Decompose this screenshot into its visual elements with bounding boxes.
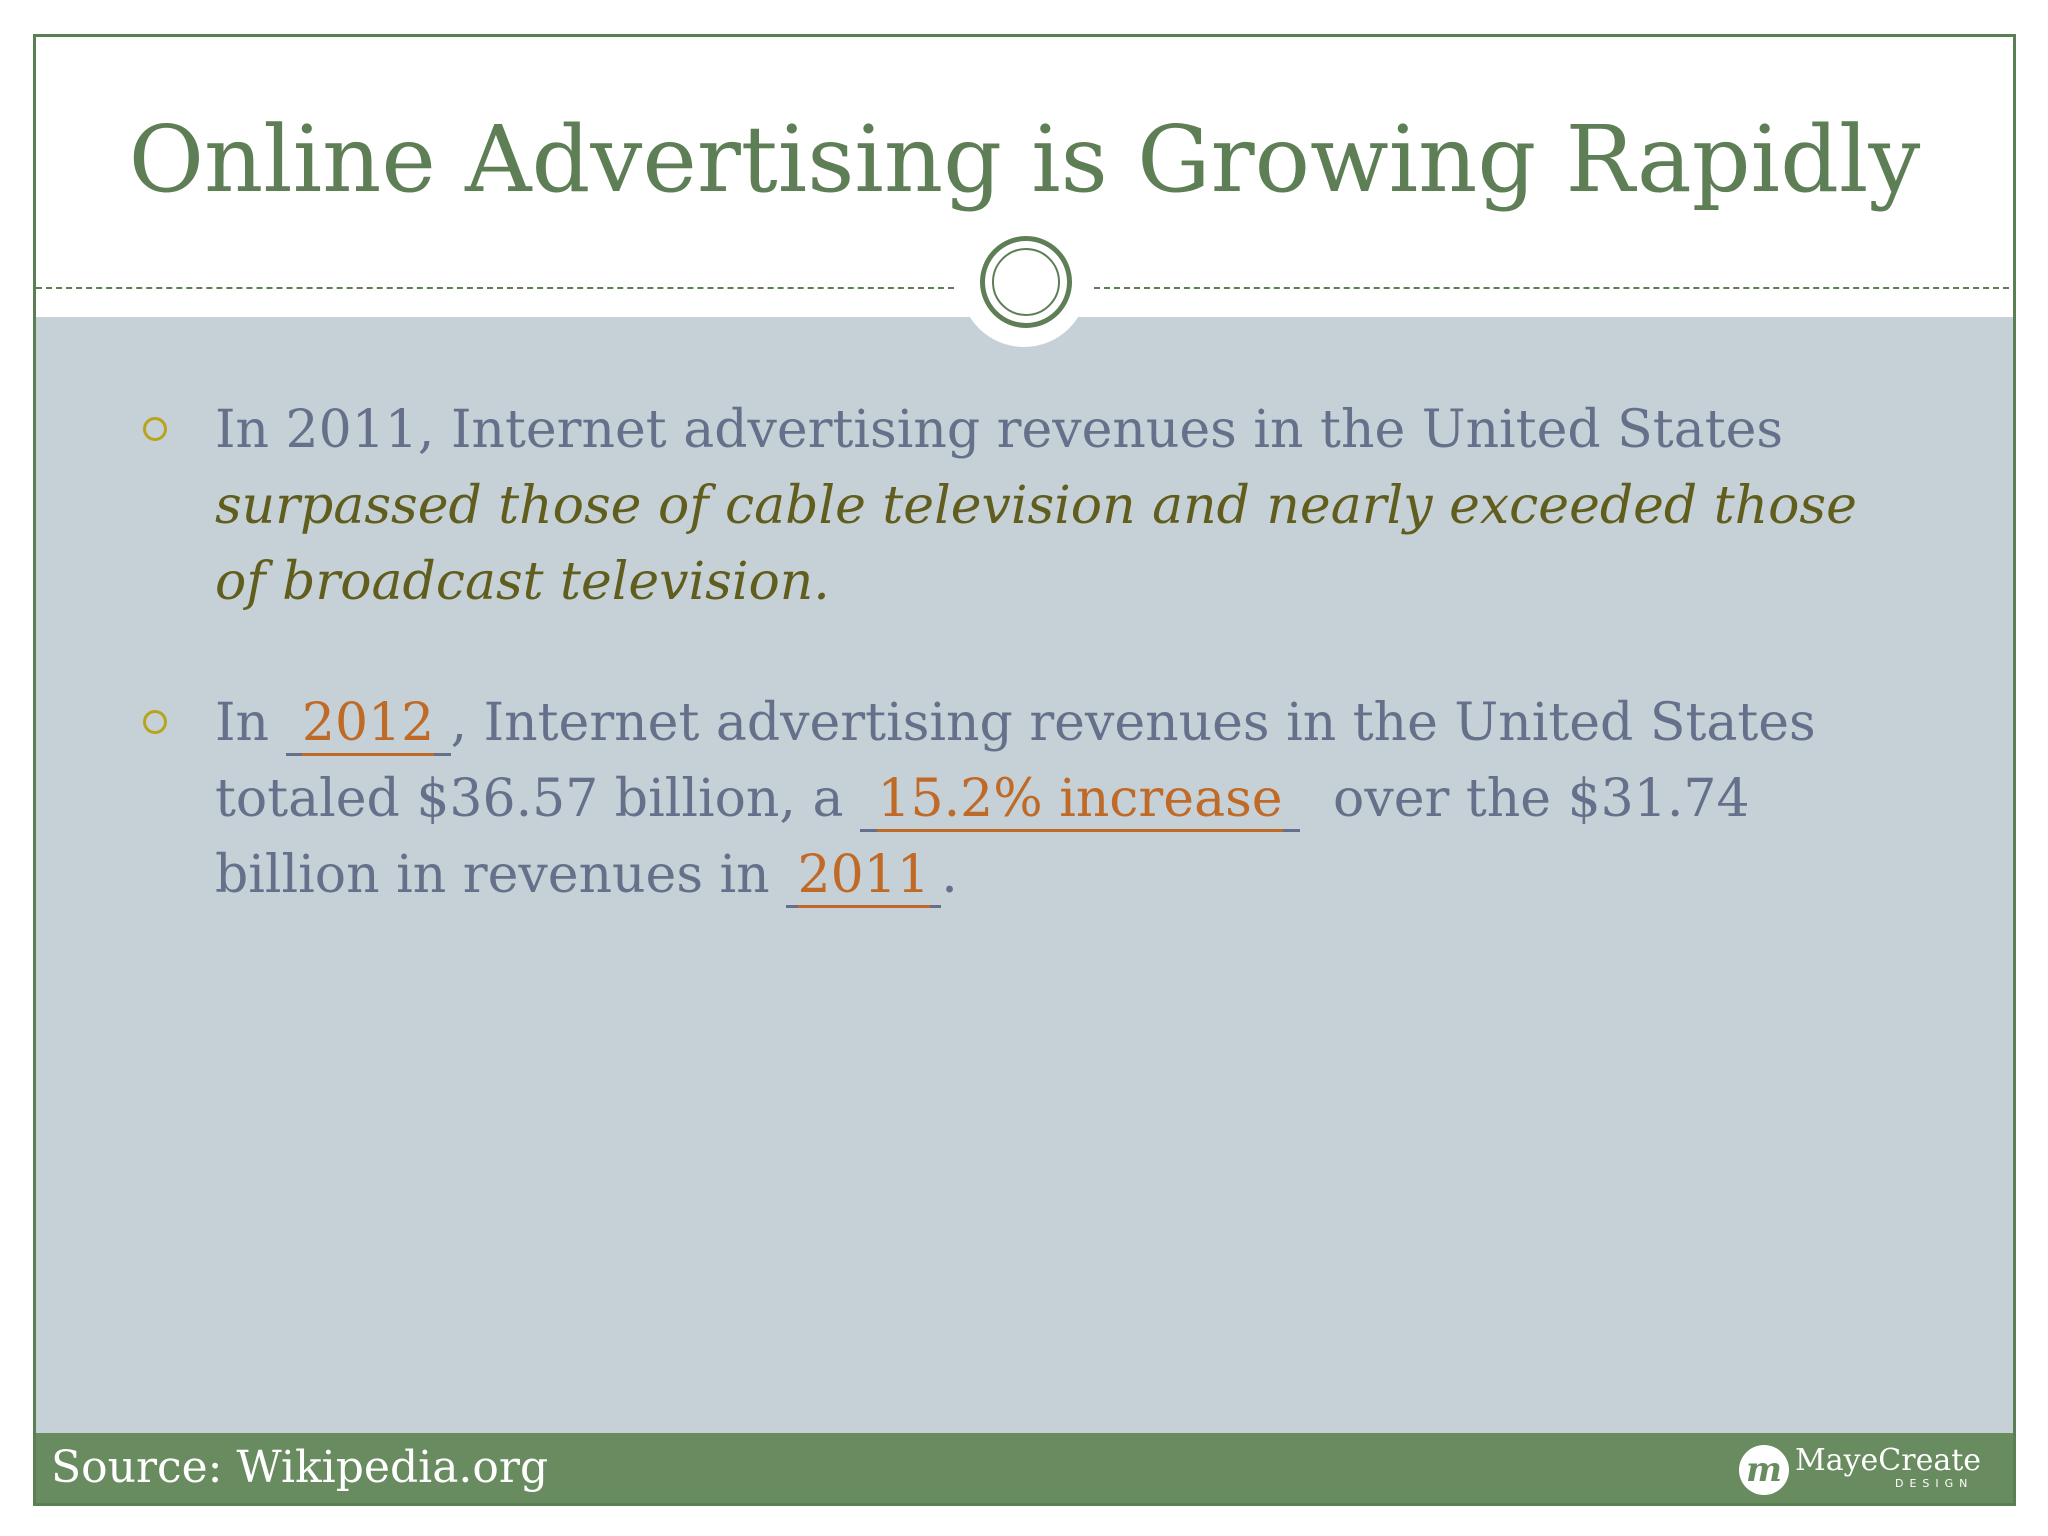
logo-name: MayeCreate <box>1795 1443 1982 1478</box>
bullet-1-emphasis-line-3: of broadcast television. <box>215 552 830 612</box>
bullet-2-line-1: In 2012, Internet advertising revenues i… <box>215 685 1923 761</box>
circle-ornament-inner <box>992 248 1060 316</box>
fill-in-answer-percent: 15.2% increase <box>877 769 1283 832</box>
fill-in-blank-percent: 15.2% increase <box>860 769 1300 832</box>
bullet-circle-icon <box>143 710 167 734</box>
mayecreate-logo: m MayeCreate DESIGN <box>1739 1443 1989 1497</box>
bullet-2-line-3-pre: billion in revenues in <box>215 845 787 905</box>
logo-m-icon: m <box>1739 1445 1789 1495</box>
source-citation: Source: Wikipedia.org <box>51 1442 549 1493</box>
divider-right <box>1094 287 2013 289</box>
bullet-2-line-3-post: . <box>941 845 958 905</box>
bullet-2-mid: , Internet advertising revenues in the U… <box>450 693 1816 753</box>
logo-subtitle: DESIGN <box>1895 1477 1974 1490</box>
fill-in-blank-year: 2012 <box>285 693 451 756</box>
slide: Online Advertising is Growing Rapidly In… <box>33 34 2016 1506</box>
bullet-2-pre: In <box>215 693 286 753</box>
bullet-2-line-3: billion in revenues in 2011. <box>215 837 1923 913</box>
bullet-1-emphasis-line-2: surpassed those of cable television and … <box>215 476 1857 536</box>
fill-in-answer-prior-year: 2011 <box>797 845 930 908</box>
bullet-2-line-2: totaled $36.57 billion, a 15.2% increase… <box>215 761 1923 837</box>
bullet-circle-icon <box>143 417 167 441</box>
content-panel <box>36 317 2013 1477</box>
bullet-1-line-1: In 2011, Internet advertising revenues i… <box>215 400 1784 460</box>
fill-in-answer-year: 2012 <box>301 693 435 756</box>
bullet-text-2: In 2012, Internet advertising revenues i… <box>215 685 1923 913</box>
bullet-text-1: In 2011, Internet advertising revenues i… <box>215 392 1963 620</box>
bullet-2-line-2-pre: totaled $36.57 billion, a <box>215 769 860 829</box>
fill-in-blank-prior-year: 2011 <box>786 845 942 908</box>
divider-left <box>36 287 954 289</box>
bullet-2-line-2-post: over the $31.74 <box>1300 769 1750 829</box>
circle-ornament-icon <box>980 236 1072 328</box>
footer-bar: Source: Wikipedia.org m MayeCreate DESIG… <box>36 1433 2013 1503</box>
slide-title: Online Advertising is Growing Rapidly <box>128 106 1921 213</box>
